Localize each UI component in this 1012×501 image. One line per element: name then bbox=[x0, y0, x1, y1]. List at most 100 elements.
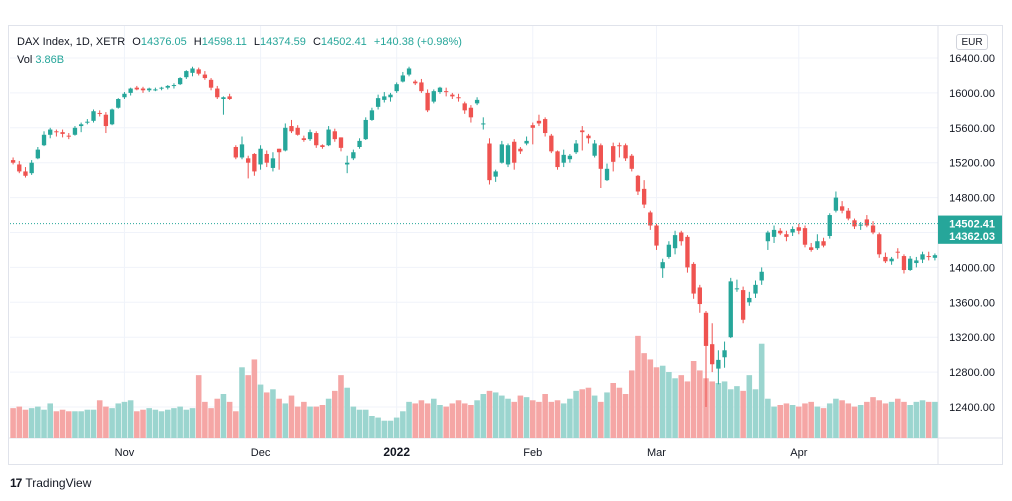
ohlc-legend: DAX Index, 1D, XETR O14376.05 H14598.11 … bbox=[17, 36, 466, 48]
volume-bar bbox=[591, 395, 598, 438]
volume-bar bbox=[214, 398, 221, 438]
candle-body bbox=[635, 175, 641, 192]
volume-bar bbox=[697, 370, 703, 438]
candle bbox=[246, 155, 251, 179]
volume-bar bbox=[90, 409, 97, 438]
volume-bar bbox=[666, 372, 672, 438]
volume-bar bbox=[381, 420, 388, 438]
candle-body bbox=[394, 84, 399, 92]
candle bbox=[660, 258, 665, 278]
candle bbox=[728, 277, 733, 339]
volume-bar bbox=[703, 378, 709, 438]
volume-bar bbox=[808, 401, 814, 438]
volume-bar bbox=[183, 409, 190, 438]
volume-bar bbox=[517, 395, 524, 438]
y-tick-label: 14800.00 bbox=[949, 193, 995, 205]
symbol-title[interactable]: DAX Index, 1D, XETR bbox=[17, 36, 126, 48]
candle-body bbox=[778, 230, 783, 234]
candle bbox=[326, 126, 331, 147]
candle-body bbox=[474, 99, 480, 104]
volume-bar bbox=[251, 359, 258, 438]
candle bbox=[23, 167, 28, 178]
candle-body bbox=[530, 125, 535, 128]
candle-body bbox=[78, 124, 84, 127]
candle bbox=[524, 136, 529, 146]
currency-button[interactable]: EUR bbox=[956, 34, 988, 50]
candle-body bbox=[252, 153, 257, 172]
candle bbox=[753, 280, 758, 298]
candle-body bbox=[134, 87, 139, 90]
volume-bar bbox=[536, 401, 542, 438]
candle-body bbox=[140, 88, 146, 91]
candle bbox=[215, 85, 220, 100]
candle-body bbox=[171, 85, 177, 87]
volume-bar bbox=[870, 397, 876, 438]
candle-body bbox=[468, 107, 474, 118]
candle-body bbox=[66, 135, 71, 137]
y-tick-label: 12800.00 bbox=[949, 367, 995, 379]
candle-body bbox=[227, 96, 232, 100]
candle-body bbox=[196, 69, 201, 74]
volume-bar bbox=[542, 394, 548, 438]
volume-bar bbox=[393, 417, 400, 438]
volume-bar bbox=[857, 405, 864, 438]
candle bbox=[171, 83, 177, 89]
volume-bar bbox=[78, 411, 84, 438]
candle bbox=[357, 138, 362, 149]
candle-body bbox=[326, 129, 331, 146]
candle-body bbox=[153, 89, 158, 91]
volume-bar bbox=[220, 394, 227, 438]
candle-body bbox=[338, 137, 344, 148]
volume-bar bbox=[802, 403, 808, 438]
tradingview-brand[interactable]: 17 TradingView bbox=[10, 476, 91, 490]
candle-body bbox=[283, 127, 288, 151]
candle-body bbox=[542, 119, 548, 134]
candle-body bbox=[10, 160, 16, 163]
volume-bar bbox=[418, 400, 425, 438]
candle bbox=[759, 267, 764, 285]
volume-bars bbox=[10, 335, 938, 438]
candle-body bbox=[839, 206, 845, 211]
candle bbox=[60, 129, 65, 138]
candle-body bbox=[846, 210, 851, 219]
candle-body bbox=[759, 271, 764, 281]
volume-bar bbox=[443, 406, 449, 438]
volume-bar bbox=[270, 389, 276, 438]
volume-bar bbox=[344, 387, 350, 438]
candle-body bbox=[710, 344, 715, 365]
candle-body bbox=[239, 144, 245, 158]
candle-body bbox=[35, 149, 41, 159]
candle bbox=[858, 222, 863, 230]
volume-bar bbox=[127, 400, 134, 438]
candle bbox=[691, 262, 696, 299]
y-tick-label: 13600.00 bbox=[949, 297, 995, 309]
candle-body bbox=[202, 74, 208, 79]
candle-body bbox=[518, 148, 523, 152]
candle-body bbox=[29, 162, 34, 174]
candle-body bbox=[375, 98, 381, 107]
candle-body bbox=[116, 99, 121, 108]
x-tick-label: Dec bbox=[251, 447, 271, 459]
volume-bar bbox=[313, 406, 320, 438]
candle bbox=[295, 125, 300, 136]
candle-body bbox=[443, 91, 449, 93]
volume-bar bbox=[257, 384, 264, 438]
volume-bar bbox=[239, 367, 245, 438]
candle-body bbox=[697, 287, 702, 305]
candle bbox=[716, 350, 721, 385]
tradingview-logo-icon: 17 bbox=[10, 476, 22, 490]
candle bbox=[703, 311, 709, 407]
volume-label[interactable]: Vol bbox=[17, 54, 33, 66]
candle-body bbox=[400, 75, 406, 82]
candle-body bbox=[388, 94, 393, 98]
volume-bar bbox=[523, 397, 530, 438]
candle-body bbox=[598, 145, 603, 169]
candle-body bbox=[555, 151, 560, 168]
open-value: 14376.05 bbox=[140, 36, 187, 48]
volume-bar bbox=[734, 386, 740, 438]
volume-legend: Vol 3.86B bbox=[17, 54, 64, 66]
volume-bar bbox=[233, 411, 239, 438]
candle-body bbox=[932, 255, 938, 258]
candle bbox=[202, 71, 208, 80]
